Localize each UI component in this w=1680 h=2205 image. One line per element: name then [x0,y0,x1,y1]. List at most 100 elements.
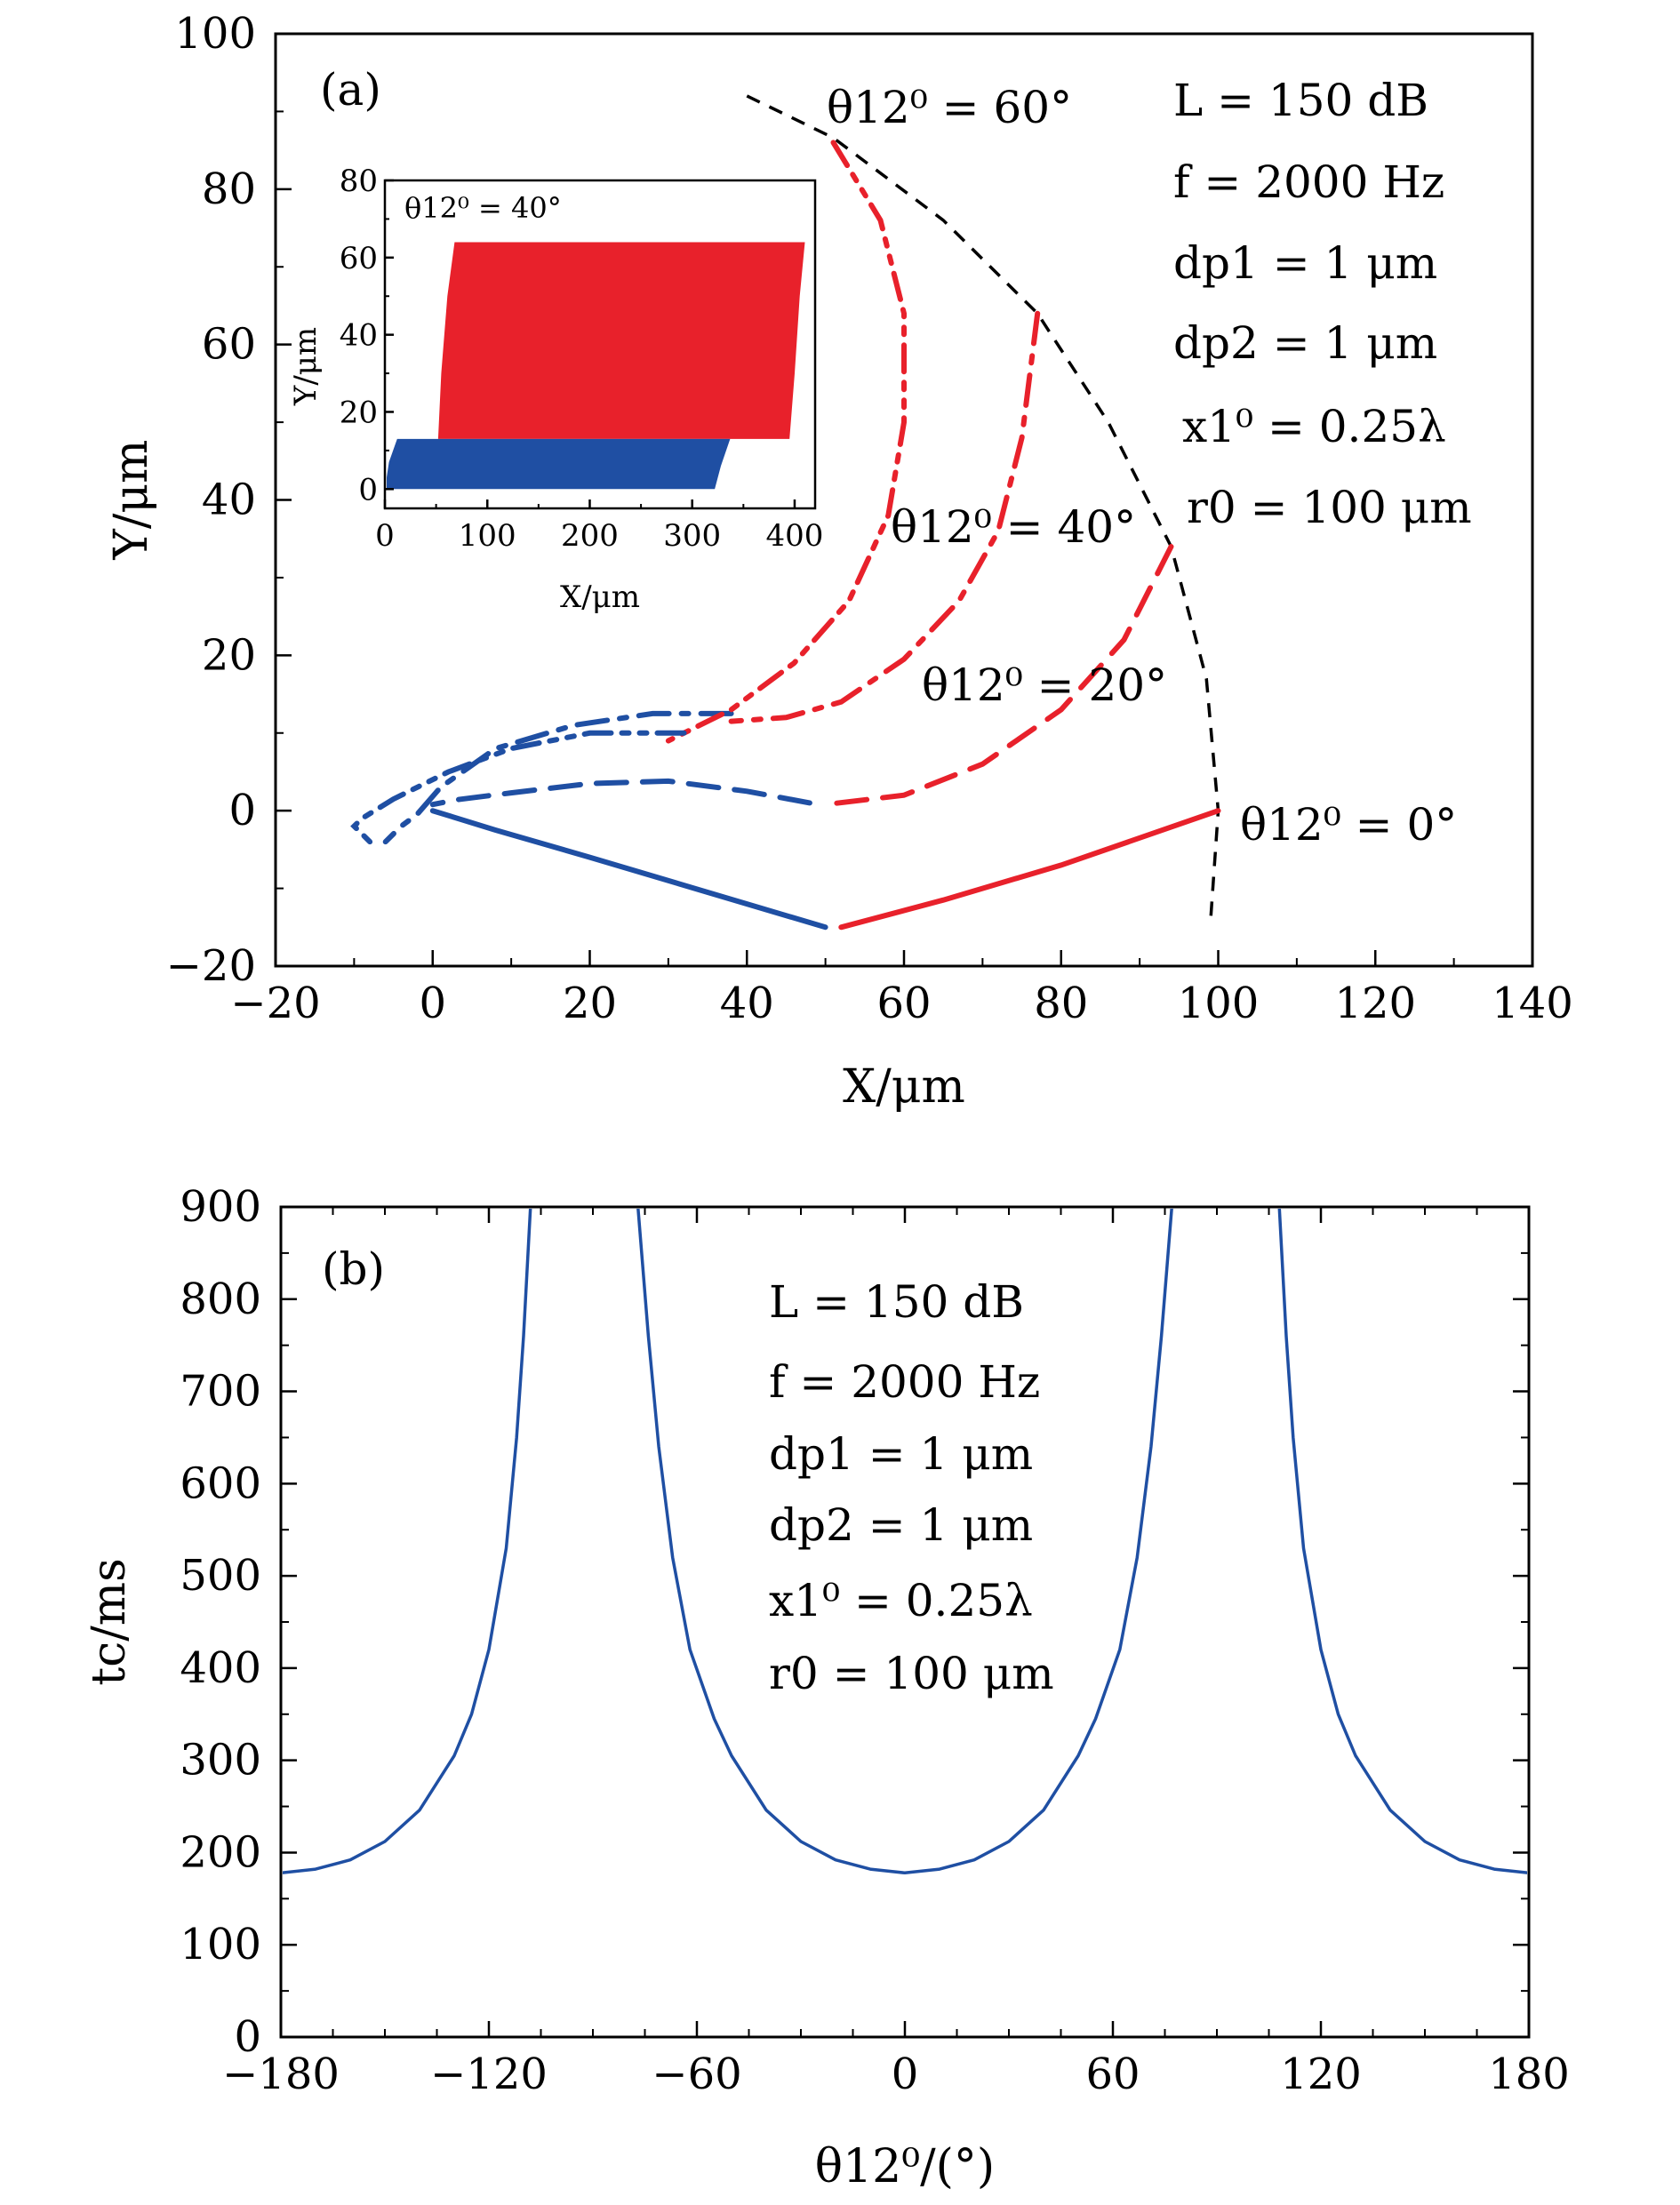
y-tick-label: 0 [234,2012,261,2062]
panel-b-collision-time-chart: −180 −120 −60 0 60 120 180 0 100 200 300 400 500 600… [83,1182,1570,2193]
inset-x-axis-title: X/μm [560,579,640,615]
x-tick-label: 120 [1280,2049,1362,2099]
inset-annotation: θ12⁰ = 40° [404,191,562,225]
inset-ticks [383,179,796,508]
panel-a-label: (a) [320,64,381,116]
panel-a-x-axis-title: X/μm [843,1060,965,1114]
x-tick-label: −20 [230,979,320,1028]
panel-b-annotation-dp2: dp2 = 1 μm [769,1499,1033,1551]
panel-b-annotation-r0: r0 = 100 μm [769,1648,1054,1699]
panel-a-annotation-r0: r0 = 100 μm [1187,482,1472,533]
y-tick-label: 60 [202,320,256,370]
trajectory-particle2-3 [350,730,687,845]
trajectory-particle2-0 [429,808,828,931]
panel-a-curves [350,94,1221,931]
inset-x-tick-labels: 0 100 200 300 400 [375,518,823,554]
inset-particle2-region [387,438,731,490]
curve-label-0: θ12⁰ = 0° [1240,799,1457,851]
panel-b-y-axis-title: tc/ms [83,1558,136,1686]
y-tick-label: 700 [180,1367,261,1417]
inset-y-tick-label: 60 [340,241,378,276]
y-tick-label: 400 [180,1643,261,1693]
panel-a-ticks [274,32,1534,968]
panel-a-annotation-dp1: dp1 = 1 μm [1173,237,1437,289]
y-tick-label: 40 [202,475,256,525]
x-tick-label: 180 [1488,2049,1570,2099]
panel-b-annotation-x1: x1⁰ = 0.25λ [769,1575,1033,1626]
panel-b-y-tick-labels: 0 100 200 300 400 500 600 700 800 900 [180,1182,261,2062]
inset-x-tick-label: 0 [375,518,395,554]
inset-x-tick-label: 100 [459,518,516,554]
panel-b-label: (b) [322,1243,385,1295]
panel-a-curve-labels: θ12⁰ = 60° θ12⁰ = 40° θ12⁰ = 20° θ12⁰ = … [827,82,1457,851]
x-tick-label: 140 [1492,979,1573,1028]
y-tick-label: 900 [180,1182,261,1232]
x-tick-label: −120 [430,2049,548,2099]
inset-y-tick-label: 80 [340,164,378,199]
panel-a-annotation-dp2: dp2 = 1 μm [1173,317,1437,369]
trajectory-particle1-3 [665,140,907,744]
panel-b-annotation-level: L = 150 dB [769,1276,1024,1328]
panel-a-trajectory-chart: −20 0 20 40 60 80 100 120 140 −20 0 20 40 60 80 100 (a… [105,9,1573,1114]
curve-label-40: θ12⁰ = 40° [891,501,1136,553]
panel-a-x-tick-labels: −20 0 20 40 60 80 100 120 140 [230,979,1572,1028]
trajectory-particle2-1 [429,778,812,808]
x-tick-label: 120 [1334,979,1416,1028]
panel-b-x-tick-labels: −180 −120 −60 0 60 120 180 [222,2049,1570,2099]
collision-time-curve-segment-0 [283,1209,532,1874]
panel-a-y-axis-title: Y/μm [105,440,158,561]
inset-regions [387,242,805,490]
inset-y-tick-label: 0 [358,472,378,507]
panel-b-ticks [279,1205,1531,2039]
panel-b-annotation-dp1: dp1 = 1 μm [769,1428,1033,1480]
initial-position-boundary-line [746,94,1220,924]
panel-b-annotations: L = 150 dB f = 2000 Hz dp1 = 1 μm dp2 = … [769,1276,1054,1699]
collision-time-curve-segment-2 [1277,1209,1527,1874]
x-tick-label: 60 [876,979,931,1028]
curve-label-20: θ12⁰ = 20° [922,659,1167,711]
x-tick-label: 100 [1178,979,1260,1028]
panel-b-x-axis-title: θ12⁰/(°) [815,2140,995,2193]
y-tick-label: 800 [180,1274,261,1324]
inset-x-tick-label: 400 [765,518,823,554]
panel-b-curves [283,1209,1527,1875]
trajectory-particle1-0 [838,808,1221,931]
x-tick-label: 20 [563,979,617,1028]
panel-a-annotation-x1: x1⁰ = 0.25λ [1182,401,1446,452]
y-tick-label: 600 [180,1458,261,1508]
y-tick-label: 20 [202,630,256,680]
inset-y-axis-title: Y/μm [288,327,324,406]
panel-a-annotation-level: L = 150 dB [1173,75,1428,126]
inset-y-tick-label: 20 [340,395,378,430]
y-tick-label: −20 [166,941,256,991]
panel-a-annotations: L = 150 dB f = 2000 Hz dp1 = 1 μm dp2 = … [1173,75,1472,533]
x-tick-label: 0 [892,2049,919,2099]
trajectory-particle1-2 [728,310,1041,724]
curve-label-60: θ12⁰ = 60° [827,82,1072,133]
y-tick-label: 200 [180,1827,261,1877]
y-tick-label: 80 [202,164,256,214]
x-tick-label: 40 [720,979,774,1028]
inset-x-tick-label: 200 [561,518,619,554]
y-tick-label: 100 [180,1920,261,1969]
y-tick-label: 500 [180,1551,261,1601]
inset-particle1-region [437,242,805,439]
collision-time-curve-segment-1 [636,1209,1173,1875]
x-tick-label: −180 [222,2049,340,2099]
x-tick-label: −60 [652,2049,741,2099]
y-tick-label: 100 [174,9,256,59]
panel-a-annotation-frequency: f = 2000 Hz [1173,156,1444,208]
trajectory-particle1-1 [822,544,1174,808]
inset-y-tick-labels: 0 20 40 60 80 [340,164,378,507]
y-tick-label: 300 [180,1736,261,1786]
panel-a-y-tick-labels: −20 0 20 40 60 80 100 [166,9,256,991]
inset-x-tick-label: 300 [663,518,721,554]
panel-b-annotation-frequency: f = 2000 Hz [769,1356,1040,1408]
inset-y-tick-label: 40 [340,318,378,354]
x-tick-label: 60 [1085,2049,1140,2099]
trajectory-particle2-2 [382,710,734,845]
y-tick-label: 0 [228,786,256,835]
x-tick-label: 80 [1034,979,1088,1028]
